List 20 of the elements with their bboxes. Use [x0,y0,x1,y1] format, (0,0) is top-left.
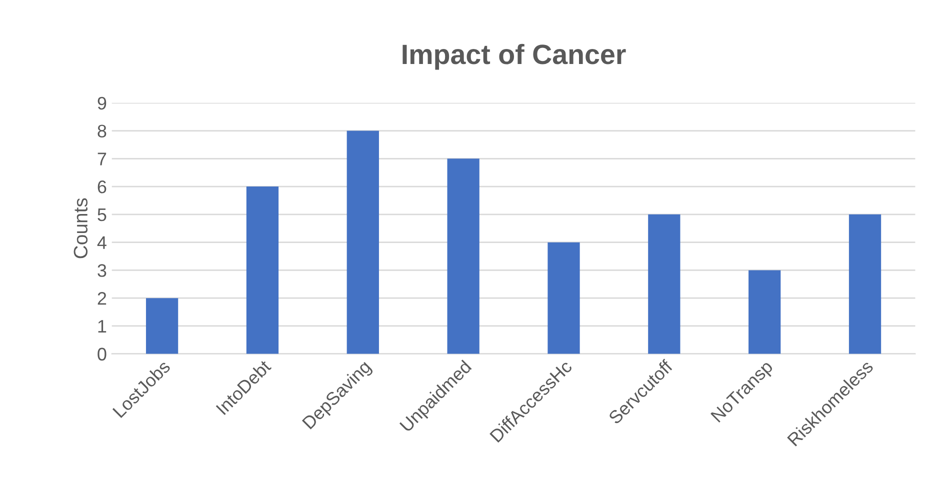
bar [447,158,480,354]
y-tick-label: 0 [98,348,106,361]
y-tick-label: 2 [98,292,106,305]
bar [848,214,882,354]
y-tick-label: 4 [97,236,106,249]
bar [748,270,781,354]
y-tick-label: 8 [98,124,106,138]
y-axis-title: Counts [74,198,88,258]
bar [246,186,279,354]
y-tick-label: 6 [98,180,106,194]
y-tick-label: 5 [98,208,106,222]
y-tick-label: 1 [98,320,106,333]
chart-title: Impact of Cancer [402,44,626,70]
bar [648,214,680,354]
bar [346,130,379,354]
bar [146,298,178,354]
y-tick-label: 7 [98,152,106,166]
y-tick-label: 3 [98,264,106,277]
y-tick-label: 9 [98,96,106,110]
bar [548,242,580,354]
